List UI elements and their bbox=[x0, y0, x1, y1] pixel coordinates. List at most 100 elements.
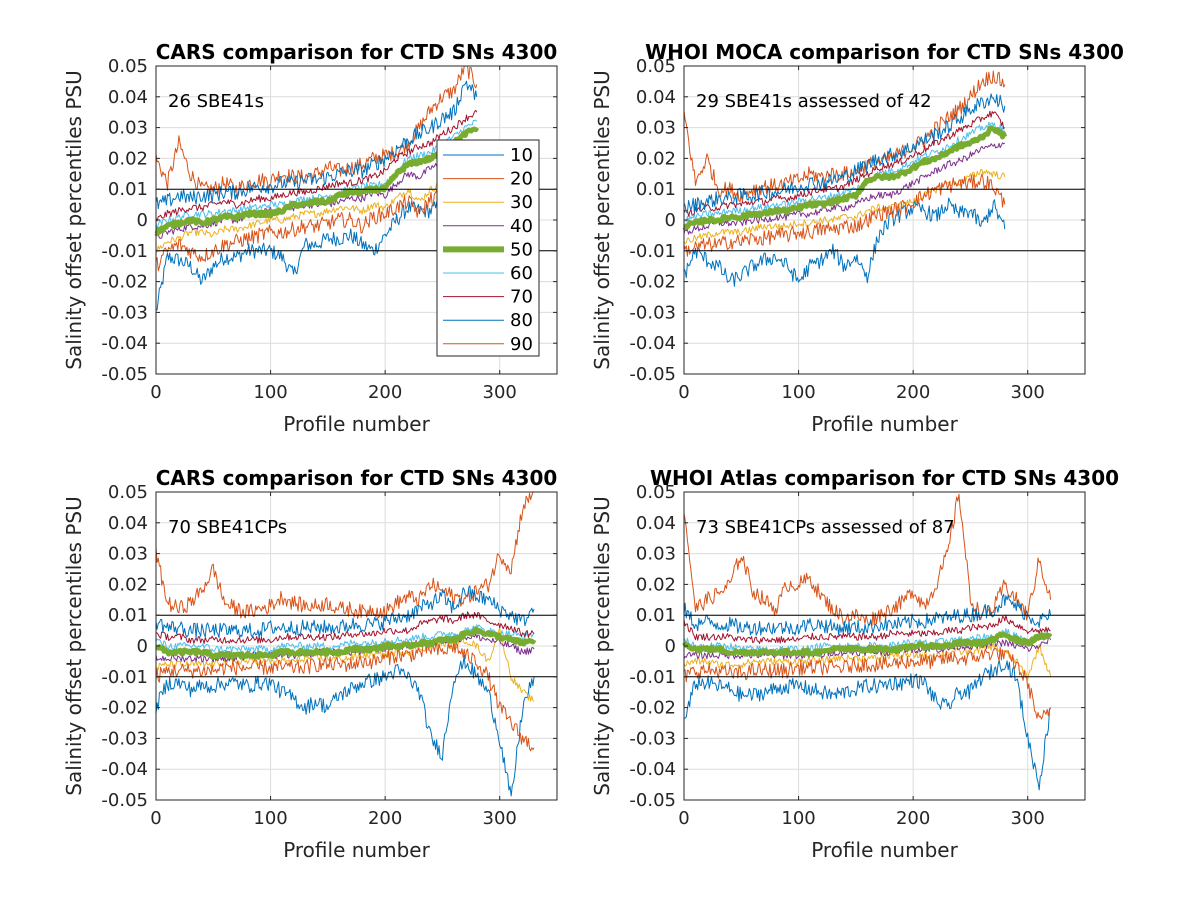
x-tick-label: 0 bbox=[678, 382, 689, 403]
y-tick-label: 0.02 bbox=[636, 574, 676, 595]
series-line-p90 bbox=[155, 177, 478, 272]
y-tick-label: 0.05 bbox=[108, 56, 148, 77]
x-tick-label: 300 bbox=[483, 382, 517, 403]
y-tick-label: 0.04 bbox=[108, 513, 148, 534]
legend-label-p90: 90 bbox=[510, 334, 533, 355]
x-tick-label: 300 bbox=[1011, 808, 1045, 829]
series-line-p10 bbox=[155, 654, 535, 797]
series-line-p30 bbox=[683, 168, 1006, 244]
x-tick-label: 0 bbox=[150, 808, 161, 829]
y-tick-label: 0.01 bbox=[636, 179, 676, 200]
y-tick-label: 0.02 bbox=[108, 574, 148, 595]
y-tick-label: 0.05 bbox=[636, 56, 676, 77]
y-tick-label: 0.04 bbox=[636, 87, 676, 108]
y-tick-label: -0.03 bbox=[101, 728, 148, 749]
y-axis-label: Salinity offset percentiles PSU bbox=[62, 496, 86, 795]
x-tick-label: 0 bbox=[150, 382, 161, 403]
chart-title: CARS comparison for CTD SNs 4300 bbox=[156, 40, 558, 64]
y-tick-label: -0.01 bbox=[101, 667, 148, 688]
x-tick-label: 300 bbox=[483, 808, 517, 829]
legend-label-p20: 20 bbox=[510, 169, 533, 190]
x-axis-label: Profile number bbox=[283, 838, 430, 862]
y-tick-label: 0.02 bbox=[636, 148, 676, 169]
series-line-p20 bbox=[155, 491, 535, 619]
x-tick-label: 100 bbox=[253, 382, 287, 403]
series-line-p10 bbox=[683, 197, 1006, 287]
series-line-p30 bbox=[155, 169, 478, 254]
panel-whoi-moca-sbe41: 0 100 200 300 -0.05 -0.04 -0.03 -0.02 -0.01 0 0.01… bbox=[590, 40, 1124, 436]
y-tick-label: -0.01 bbox=[101, 241, 148, 262]
x-tick-label: 200 bbox=[368, 382, 402, 403]
series-line-p50 bbox=[154, 626, 537, 660]
annotation-count: 26 SBE41s bbox=[168, 91, 264, 112]
legend-label-p70: 70 bbox=[510, 287, 533, 308]
series-line-p50 bbox=[682, 125, 1008, 231]
x-tick-label: 100 bbox=[781, 382, 815, 403]
y-tick-label: 0.04 bbox=[108, 87, 148, 108]
series-line-p20 bbox=[155, 65, 478, 196]
y-tick-label: -0.01 bbox=[629, 241, 676, 262]
x-tick-label: 0 bbox=[678, 808, 689, 829]
series-group bbox=[154, 491, 537, 797]
y-tick-label: 0.04 bbox=[636, 513, 676, 534]
legend-label-p80: 80 bbox=[510, 310, 533, 331]
y-tick-label: -0.05 bbox=[101, 364, 148, 385]
x-axis-label: Profile number bbox=[811, 838, 958, 862]
series-line-p70 bbox=[683, 110, 1006, 217]
y-tick-label: -0.02 bbox=[101, 272, 148, 293]
series-line-p90 bbox=[155, 641, 535, 752]
chart-title: WHOI Atlas comparison for CTD SNs 4300 bbox=[650, 466, 1119, 490]
series-line-p70 bbox=[683, 614, 1051, 644]
series-line-p90 bbox=[683, 646, 1051, 720]
series-line-p10 bbox=[683, 659, 1052, 791]
y-tick-label: 0 bbox=[665, 636, 676, 657]
y-tick-label: 0.01 bbox=[636, 605, 676, 626]
panel-cars-sbe41cp: 0 100 200 300 -0.05 -0.04 -0.03 -0.02 -0.01 0 0.01… bbox=[62, 466, 558, 862]
y-axis-label: Salinity offset percentiles PSU bbox=[62, 70, 86, 369]
y-tick-label: 0.03 bbox=[108, 544, 148, 565]
series-line-p60 bbox=[155, 119, 478, 230]
y-tick-label: 0.03 bbox=[636, 544, 676, 565]
legend-label-p10: 10 bbox=[510, 145, 533, 166]
chart-title: WHOI MOCA comparison for CTD SNs 4300 bbox=[645, 40, 1124, 64]
y-tick-label: -0.02 bbox=[629, 272, 676, 293]
x-tick-label: 300 bbox=[1011, 382, 1045, 403]
y-tick-label: -0.03 bbox=[629, 302, 676, 323]
series-line-p90 bbox=[683, 173, 1006, 257]
y-tick-label: 0 bbox=[665, 210, 676, 231]
y-tick-label: -0.05 bbox=[629, 790, 676, 811]
annotation-count: 73 SBE41CPs assessed of 87 bbox=[696, 517, 955, 538]
y-tick-label: 0.03 bbox=[108, 118, 148, 139]
series-line-p20 bbox=[683, 493, 1052, 627]
annotation-count: 70 SBE41CPs bbox=[168, 517, 287, 538]
series-group bbox=[682, 70, 1008, 287]
series-line-p80 bbox=[155, 80, 478, 210]
legend-label-p50: 50 bbox=[510, 239, 533, 260]
y-tick-label: 0 bbox=[137, 636, 148, 657]
series-line-p80 bbox=[683, 593, 1052, 636]
series-group bbox=[154, 65, 480, 311]
x-tick-label: 100 bbox=[781, 808, 815, 829]
legend-label-p60: 60 bbox=[510, 263, 533, 284]
y-tick-label: -0.04 bbox=[101, 759, 148, 780]
series-line-p70 bbox=[155, 109, 478, 222]
y-tick-label: -0.02 bbox=[101, 698, 148, 719]
y-tick-label: 0.05 bbox=[108, 482, 148, 503]
series-line-p30 bbox=[683, 642, 1052, 681]
x-tick-label: 100 bbox=[253, 808, 287, 829]
y-tick-label: -0.05 bbox=[101, 790, 148, 811]
y-axis-label: Salinity offset percentiles PSU bbox=[590, 496, 614, 795]
series-group bbox=[682, 493, 1053, 791]
y-tick-label: -0.05 bbox=[629, 364, 676, 385]
y-tick-label: -0.01 bbox=[629, 667, 676, 688]
panel-whoi-atlas-sbe41cp: 0 100 200 300 -0.05 -0.04 -0.03 -0.02 -0.01 0 0.01… bbox=[590, 466, 1119, 862]
y-tick-label: 0.05 bbox=[636, 482, 676, 503]
chart-title: CARS comparison for CTD SNs 4300 bbox=[156, 466, 558, 490]
x-axis-label: Profile number bbox=[283, 412, 430, 436]
legend-label-p30: 30 bbox=[510, 192, 533, 213]
annotation-count: 29 SBE41s assessed of 42 bbox=[696, 91, 932, 112]
legend-label-p40: 40 bbox=[510, 216, 533, 237]
series-line-p10 bbox=[155, 196, 478, 311]
